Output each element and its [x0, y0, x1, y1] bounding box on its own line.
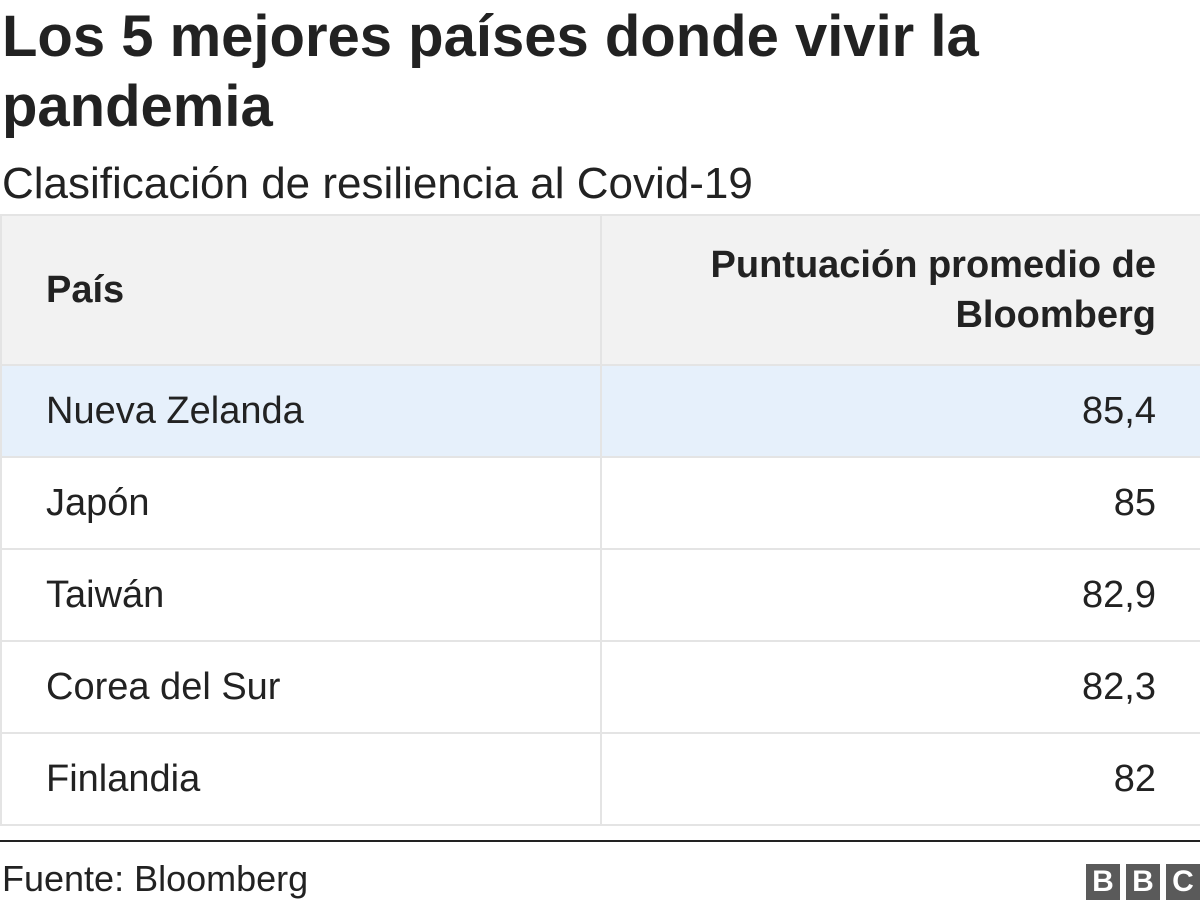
- bbc-logo-block: C: [1166, 864, 1200, 900]
- column-header-score: Puntuación promedio de Bloomberg: [600, 214, 1200, 366]
- score-cell: 82,9: [600, 548, 1200, 642]
- score-cell: 82: [600, 732, 1200, 826]
- table-header-row: País Puntuación promedio de Bloomberg: [0, 214, 1200, 366]
- score-cell: 82,3: [600, 640, 1200, 734]
- ranking-table: País Puntuación promedio de Bloomberg Nu…: [0, 214, 1200, 826]
- country-cell: Corea del Sur: [0, 640, 602, 734]
- score-cell: 85: [600, 456, 1200, 550]
- table-row: Corea del Sur 82,3: [0, 640, 1200, 734]
- chart-title: Los 5 mejores países donde vivir la pand…: [2, 4, 979, 139]
- table-body: Nueva Zelanda 85,4 Japón 85 Taiwán 82,9 Corea …: [0, 364, 1200, 826]
- score-cell: 85,4: [600, 364, 1200, 458]
- column-header-country: País: [0, 214, 602, 366]
- footer-divider: [0, 840, 1200, 842]
- country-cell: Finlandia: [0, 732, 602, 826]
- bbc-logo: B B C: [1086, 864, 1200, 900]
- source-note: Fuente: Bloomberg: [2, 858, 309, 899]
- chart-subtitle: Clasificación de resiliencia al Covid-19: [2, 159, 753, 208]
- country-cell: Japón: [0, 456, 602, 550]
- table-row: Taiwán 82,9: [0, 548, 1200, 642]
- bbc-logo-block: B: [1086, 864, 1120, 900]
- table-row: Japón 85: [0, 456, 1200, 550]
- table-row: Finlandia 82: [0, 732, 1200, 826]
- bbc-logo-block: B: [1126, 864, 1160, 900]
- country-cell: Nueva Zelanda: [0, 364, 602, 458]
- table-row: Nueva Zelanda 85,4: [0, 364, 1200, 458]
- country-cell: Taiwán: [0, 548, 602, 642]
